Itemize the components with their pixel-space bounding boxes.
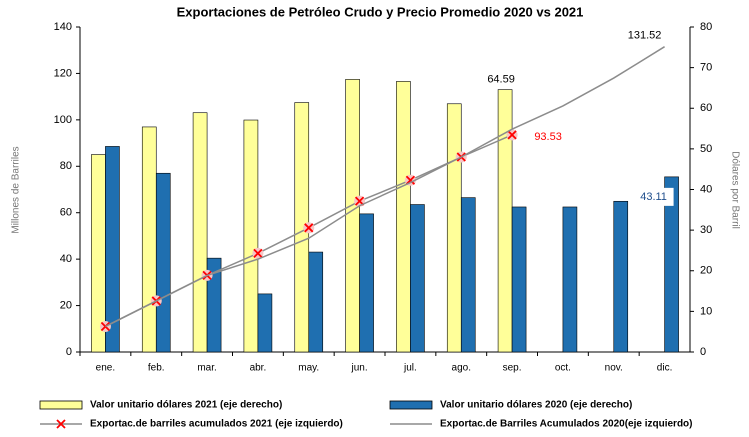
bar [192,112,208,353]
data-label: 64.59 [487,74,515,86]
y-tick-label: 20 [60,299,72,311]
bar [308,251,324,353]
legend-label: Valor unitario dólares 2021 (eje derecho… [90,400,282,411]
y2-tick-label: 30 [700,224,712,236]
bar [446,103,462,353]
y2-tick-label: 40 [700,183,712,195]
x-tick-label: feb. [148,363,165,374]
bar [410,204,425,353]
y2-tick-label: 70 [700,62,712,74]
y-tick-label: 40 [60,253,72,265]
y-tick-label: 60 [60,207,72,219]
bar [511,206,527,353]
x-tick-label: abr. [250,363,267,374]
bar [396,81,411,353]
y-axis-label: Millones de Barriles [11,146,22,233]
x-tick-label: jun. [351,363,368,374]
y2-tick-label: 60 [700,102,712,114]
bar [345,79,360,353]
y-tick-label: 100 [54,114,72,126]
bar [460,197,476,353]
x-tick-label: dic. [657,363,673,374]
bar [155,172,171,353]
chart-title: Exportaciones de Petróleo Crudo y Precio… [177,4,584,19]
legend-label: Exportac.de barriles acumulados 2021 (ej… [90,419,343,430]
x-tick-label: sep. [503,363,522,374]
bar [359,213,374,353]
bar [497,89,513,353]
y-tick-label: 80 [60,160,72,172]
y-tick-label: 120 [54,67,72,79]
x-tick-label: nov. [605,363,623,374]
bar [562,206,578,353]
x-tick-label: jul. [403,363,417,374]
marker [405,175,416,185]
bar [243,119,259,353]
legend-label: Exportac.de Barriles Acumulados 2020(eje… [440,419,693,430]
marker [507,130,517,140]
legend-marker [56,419,66,429]
x-tick-label: oct. [555,363,571,374]
y2-tick-label: 80 [700,21,712,33]
x-tick-label: ago. [452,363,471,374]
bar [664,176,679,353]
legend-swatch [389,400,433,410]
y2-tick-label: 0 [700,346,706,358]
legend-label: Valor unitario dólares 2020 (eje derecho… [440,400,632,411]
x-tick-label: ene. [96,363,115,374]
bar [206,257,222,353]
bar [141,126,157,353]
marker [253,248,263,258]
bar [613,200,629,353]
y-tick-label: 0 [66,346,72,358]
bar [257,293,273,353]
y2-axis-label: Dólares por Barril [729,151,740,229]
data-label: 43.11 [640,191,667,203]
data-label: 131.52 [628,30,662,42]
x-tick-label: mar. [197,363,216,374]
y-tick-label: 140 [54,21,72,33]
y2-tick-label: 20 [700,265,712,277]
bar [105,146,120,353]
legend-swatch [39,400,83,410]
marker [304,223,314,233]
data-label: 93.53 [534,131,562,143]
x-tick-label: may. [298,363,319,374]
y2-tick-label: 50 [700,143,712,155]
line [105,46,665,328]
label-box [633,187,674,206]
y2-tick-label: 10 [700,305,712,317]
